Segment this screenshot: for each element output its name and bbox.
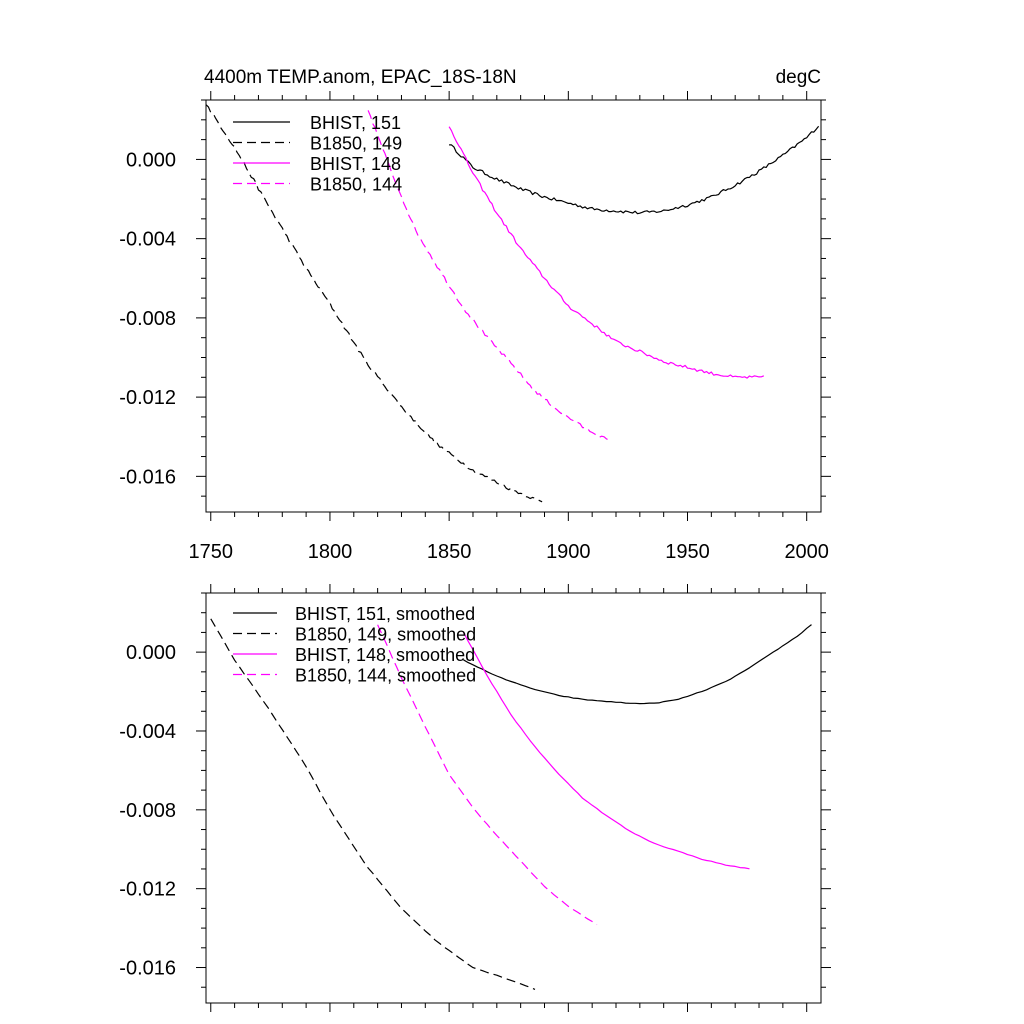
legend-label: B1850, 149 xyxy=(310,134,402,154)
legend-label: BHIST, 151, smoothed xyxy=(295,604,475,624)
legend-label: B1850, 144, smoothed xyxy=(295,666,476,686)
plot-frame xyxy=(205,99,822,513)
legend-label: B1850, 144 xyxy=(310,175,402,195)
series-line-b1850-144 xyxy=(367,110,610,441)
series-line-bhist-151 xyxy=(449,125,820,215)
chart-panel-2: 0.000 -0.004 -0.008 -0.012 -0.016 BHIST, 151,… xyxy=(119,584,831,1012)
y-tick-label: -0.012 xyxy=(119,879,176,901)
x-tick-label: 1900 xyxy=(546,541,591,563)
legend-label: BHIST, 148, smoothed xyxy=(295,645,475,665)
series-line-bhist-148-smoothed xyxy=(462,631,750,870)
series-line-b1850-144-smoothed xyxy=(377,624,598,926)
y-tick-label: -0.004 xyxy=(119,721,176,743)
y-tick-label: -0.008 xyxy=(119,308,176,330)
chart-panel-1: 1750 1800 1850 1900 1950 2000 0.000 -0.004 -0.00… xyxy=(119,67,831,563)
plot-frame xyxy=(205,592,822,1004)
x-tick-label: 1800 xyxy=(308,541,353,563)
y-tick-label: -0.004 xyxy=(119,229,176,251)
x-tick-label: 2000 xyxy=(784,541,829,563)
series-line-b1850-149 xyxy=(205,104,543,503)
series-line-bhist-151-smoothed xyxy=(463,624,812,705)
units-label: degC xyxy=(776,67,821,88)
legend-label: BHIST, 148 xyxy=(310,154,401,174)
y-tick-label: -0.016 xyxy=(119,466,176,488)
x-tick-label: 1750 xyxy=(189,541,234,563)
series-line-b1850-149-smoothed xyxy=(210,618,536,990)
y-tick-label: 0.000 xyxy=(126,642,176,664)
chart-title: 4400m TEMP.anom, EPAC_18S-18N xyxy=(204,67,517,88)
y-tick-label: 0.000 xyxy=(126,149,176,171)
y-tick-label: -0.016 xyxy=(119,958,176,980)
x-tick-label: 1950 xyxy=(665,541,710,563)
legend-label: BHIST, 151 xyxy=(310,113,401,133)
y-tick-label: -0.012 xyxy=(119,387,176,409)
series-line-bhist-148 xyxy=(448,126,765,379)
x-tick-label: 1850 xyxy=(427,541,472,563)
legend-label: B1850, 149, smoothed xyxy=(295,625,476,645)
y-tick-label: -0.008 xyxy=(119,800,176,822)
